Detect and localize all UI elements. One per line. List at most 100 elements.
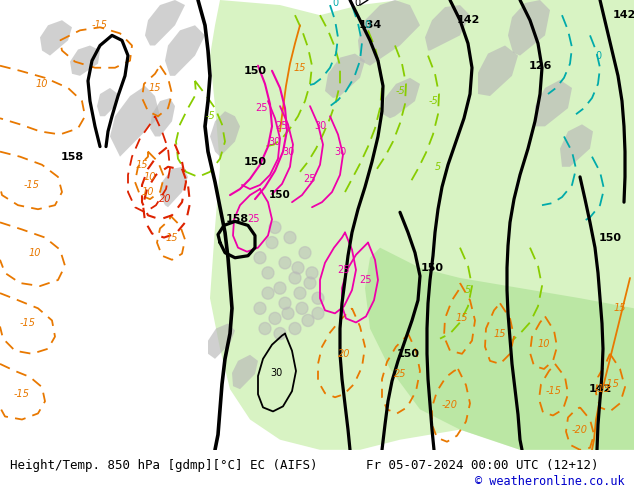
Polygon shape [508, 0, 550, 55]
Circle shape [312, 292, 324, 304]
Text: -15: -15 [20, 318, 36, 328]
Polygon shape [383, 78, 420, 118]
Polygon shape [425, 5, 470, 50]
Text: 150: 150 [269, 190, 291, 200]
Polygon shape [210, 0, 634, 450]
Circle shape [289, 272, 301, 284]
Text: 15: 15 [456, 314, 469, 323]
Text: -15: -15 [546, 386, 562, 396]
Text: 30: 30 [334, 147, 346, 157]
Circle shape [254, 302, 266, 315]
Polygon shape [325, 53, 365, 98]
Text: 25: 25 [276, 122, 288, 131]
Text: 126: 126 [528, 61, 552, 71]
Circle shape [302, 315, 314, 326]
Text: 0: 0 [332, 0, 338, 8]
Circle shape [254, 252, 266, 264]
Text: 134: 134 [358, 20, 382, 30]
Text: 150: 150 [243, 157, 266, 167]
Circle shape [292, 262, 304, 274]
Text: 15: 15 [149, 83, 161, 93]
Circle shape [274, 282, 286, 294]
Text: Height/Temp. 850 hPa [gdmp][°C] EC (AIFS): Height/Temp. 850 hPa [gdmp][°C] EC (AIFS… [10, 459, 317, 471]
Polygon shape [40, 20, 72, 55]
Text: 20: 20 [158, 194, 171, 204]
Polygon shape [165, 25, 205, 76]
Text: 150: 150 [243, 66, 266, 76]
Text: 25: 25 [394, 369, 406, 379]
Polygon shape [365, 247, 634, 450]
Text: -5: -5 [395, 86, 405, 96]
Text: 158: 158 [226, 214, 249, 224]
Circle shape [289, 322, 301, 335]
Polygon shape [478, 46, 518, 96]
Text: 10: 10 [36, 79, 48, 89]
Polygon shape [160, 167, 188, 207]
Text: 30: 30 [314, 122, 326, 131]
Text: © weatheronline.co.uk: © weatheronline.co.uk [475, 475, 624, 488]
Text: 5: 5 [435, 162, 441, 172]
Text: -15: -15 [604, 379, 620, 389]
Text: 15: 15 [165, 233, 178, 243]
Text: 30: 30 [270, 368, 282, 378]
Text: -15: -15 [92, 20, 108, 30]
Text: 10: 10 [538, 339, 550, 349]
Text: 25: 25 [359, 275, 372, 285]
Circle shape [294, 287, 306, 299]
Circle shape [306, 267, 318, 279]
Text: -5: -5 [205, 111, 215, 121]
Polygon shape [535, 80, 572, 126]
Text: 10: 10 [29, 248, 41, 258]
Circle shape [266, 237, 278, 248]
Circle shape [269, 312, 281, 324]
Circle shape [269, 221, 281, 234]
Text: -15: -15 [24, 180, 40, 190]
Circle shape [262, 287, 274, 299]
Polygon shape [210, 111, 240, 157]
Text: 25: 25 [247, 214, 259, 224]
Text: 158: 158 [60, 152, 84, 162]
Circle shape [304, 277, 316, 289]
Text: 0: 0 [595, 50, 601, 61]
Text: 30: 30 [268, 137, 280, 147]
Text: 10: 10 [142, 187, 154, 197]
Polygon shape [560, 124, 593, 167]
Text: 150: 150 [598, 233, 621, 243]
Text: -15: -15 [14, 389, 30, 399]
Circle shape [299, 246, 311, 259]
Text: 142: 142 [588, 384, 612, 394]
Circle shape [279, 297, 291, 309]
Text: 25: 25 [256, 103, 268, 113]
Circle shape [284, 231, 296, 244]
Polygon shape [110, 86, 160, 157]
Text: 142: 142 [456, 15, 480, 25]
Text: 15: 15 [614, 303, 626, 313]
Text: 25: 25 [304, 174, 316, 184]
Text: 30: 30 [282, 147, 294, 157]
Text: -15: -15 [595, 384, 611, 394]
Circle shape [274, 327, 286, 340]
Polygon shape [150, 98, 175, 136]
Text: 15: 15 [294, 63, 306, 73]
Polygon shape [97, 88, 118, 116]
Polygon shape [70, 46, 100, 76]
Text: Fr 05-07-2024 00:00 UTC (12+12): Fr 05-07-2024 00:00 UTC (12+12) [366, 459, 599, 471]
Text: 150: 150 [420, 263, 444, 273]
Text: 5: 5 [465, 285, 471, 295]
Text: 15: 15 [494, 329, 507, 339]
Circle shape [279, 257, 291, 269]
Text: 142: 142 [612, 10, 634, 20]
Text: -20: -20 [572, 425, 588, 435]
Text: -20: -20 [442, 400, 458, 410]
Text: 0: 0 [364, 20, 370, 30]
Polygon shape [358, 0, 420, 66]
Polygon shape [208, 323, 235, 359]
Circle shape [259, 322, 271, 335]
Text: 20: 20 [338, 349, 350, 359]
Text: 10: 10 [144, 172, 156, 182]
Text: 0: 0 [354, 0, 360, 8]
Polygon shape [145, 0, 185, 46]
Text: 150: 150 [396, 349, 420, 359]
Circle shape [312, 307, 324, 319]
Text: 25: 25 [338, 265, 350, 275]
